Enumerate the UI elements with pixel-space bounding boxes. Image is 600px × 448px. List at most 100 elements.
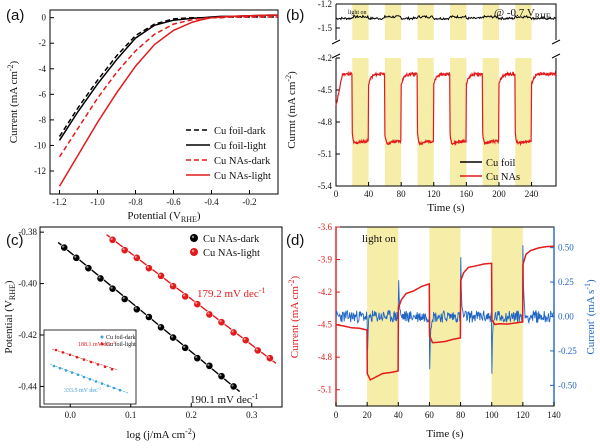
inset-point (103, 365, 107, 369)
legend-label: Cu foil-dark (214, 126, 266, 137)
data-point-highlight (243, 338, 246, 341)
data-point (241, 336, 250, 345)
series-line-derivative (336, 245, 554, 374)
y-tick-label-right: 0.25 (558, 277, 574, 287)
y-tick-label: -0.38 (18, 227, 37, 237)
panel-c-ylabel: Potential (VRHE) (3, 280, 17, 353)
data-point-highlight (122, 296, 125, 300)
panel-b-upper-frame (335, 3, 557, 40)
inset-label-dark: 333.5 mV dec-1 (64, 386, 101, 394)
y-tick-label: -2 (39, 38, 47, 48)
x-tick-label: 20 (363, 410, 373, 420)
break-mark-right-upper (551, 39, 561, 45)
panel-c-xlabel: log (j/mA cm-2) (126, 427, 195, 441)
y-tick-label: -1.5 (318, 23, 333, 33)
panel-d-ticks: 0 20 40 60 80 100 120 140 -3.6 -3.9 -4.2 -4.5 -4.8 -5… (318, 222, 577, 420)
inset-fit-line (49, 363, 129, 394)
data-point-highlight (207, 312, 210, 315)
panel-a: (a) -1.2 -1.0 -0.8 -0.6 -0.4 -0.2 0 -2 -4 -6 -8 -10… (6, 7, 279, 224)
y-tick-label: -6 (39, 89, 47, 99)
panel-c-inset: 188.1 mV dec-1 333.5 mV dec-1 Cu foil-da… (43, 329, 137, 405)
panel-a-label: (a) (6, 7, 24, 24)
data-point (169, 282, 177, 291)
break-mark-left-lower (331, 53, 341, 59)
data-point-highlight (231, 330, 234, 333)
data-point (169, 333, 177, 342)
x-tick-label: -0.2 (242, 197, 256, 207)
y-tick-label-left: -4.8 (318, 352, 333, 362)
data-point-highlight (74, 255, 77, 258)
y-tick-label-right: 0.00 (558, 312, 574, 322)
legend-label: Cu foil-light (214, 141, 266, 152)
y-tick-label: -5.4 (318, 181, 333, 191)
x-tick-label: 120 (516, 410, 530, 420)
x-tick-label: 240 (525, 189, 539, 199)
panel-d-ylabel-right: Current' (mA s-1) (583, 279, 597, 355)
inset-label-light: 188.1 mV dec-1 (78, 340, 115, 348)
x-tick-label: 0.3 (246, 410, 258, 420)
y-tick-label: -1.2 (318, 0, 332, 9)
series-line-cu-nas-light (58, 14, 278, 187)
y-tick-label: 0 (42, 13, 47, 23)
data-point (157, 323, 165, 332)
x-tick-label: 40 (394, 410, 404, 420)
light-band (482, 4, 499, 40)
light-band (482, 58, 499, 186)
y-tick-label-left: -5.1 (318, 385, 332, 395)
inset-point (61, 351, 65, 354)
panel-a-xlabel: Potential (VRHE) (127, 210, 200, 224)
legend-marker-highlight (191, 235, 195, 239)
panel-d-xlabel: Time (s) (426, 428, 464, 440)
y-tick-label-right: 0.50 (558, 243, 574, 253)
panel-b: (b) 0 40 80 120 160 200 240 -1.2 -1.5 -4.2 -4.5 -4.… (284, 0, 561, 214)
y-tick-label-right: -0.25 (558, 346, 577, 356)
panel-c-series (57, 234, 277, 393)
data-point-highlight (171, 335, 174, 338)
data-point-highlight (267, 356, 270, 359)
series-line-current (336, 245, 554, 381)
panel-b-legend: Cu foil Cu NAs (460, 158, 520, 183)
y-tick-label-left: -4.5 (318, 320, 333, 330)
panel-c-ticks: 0.0 0.1 0.2 0.3 -0.38 -0.40 -0.42 -0.44 (18, 227, 258, 420)
legend-label: Cu NAs (486, 172, 520, 183)
data-point-highlight (134, 255, 137, 258)
inset-legend-marker-dark (100, 335, 104, 339)
light-band (417, 4, 434, 40)
inset-legend-dark: Cu foil-dark (106, 334, 136, 341)
inset-point (82, 358, 86, 361)
data-point (108, 235, 117, 244)
legend-label: Cu NAs-dark (214, 156, 271, 167)
panel-c-frame (39, 226, 283, 408)
y-tick-label: -4 (39, 64, 47, 74)
legend-label: Cu NAs-light (214, 171, 271, 182)
inset-fit-line (51, 348, 119, 371)
data-point (84, 264, 93, 273)
light-band (384, 4, 402, 40)
data-point-highlight (110, 237, 113, 240)
panel-b-ylabel: Currnt (mA cm-2) (284, 71, 298, 149)
panel-b-xlabel: Time (s) (427, 202, 465, 214)
data-point-highlight (183, 345, 186, 348)
x-tick-label: -0.6 (166, 197, 181, 207)
y-tick-label: -12 (34, 166, 46, 176)
data-point (205, 310, 214, 319)
data-point (96, 274, 105, 283)
panel-d-light-on-label: light on (362, 233, 396, 245)
y-tick-label: -8 (39, 115, 47, 125)
panel-b-label: (b) (286, 7, 304, 24)
panel-a-frame (49, 9, 279, 195)
data-point (72, 253, 81, 262)
inset-series (49, 348, 129, 394)
panel-a-ticks: -1.2 -1.0 -0.8 -0.6 -0.4 -0.2 0 -2 -4 -6 -8 -10 -12 (34, 13, 257, 207)
x-tick-label: -0.8 (128, 197, 143, 207)
data-point (60, 243, 69, 252)
y-tick-label: -0.44 (18, 381, 37, 391)
data-point-highlight (231, 384, 234, 387)
data-point (132, 305, 141, 314)
series-line-cu-foil (335, 14, 557, 21)
x-tick-label: 80 (456, 410, 466, 420)
panel-b-potential-label: @ -0.7 VRHE (494, 7, 551, 21)
panel-d-ylabel-left: Current (mA cm-2) (287, 275, 301, 358)
data-point-highlight (183, 294, 186, 297)
